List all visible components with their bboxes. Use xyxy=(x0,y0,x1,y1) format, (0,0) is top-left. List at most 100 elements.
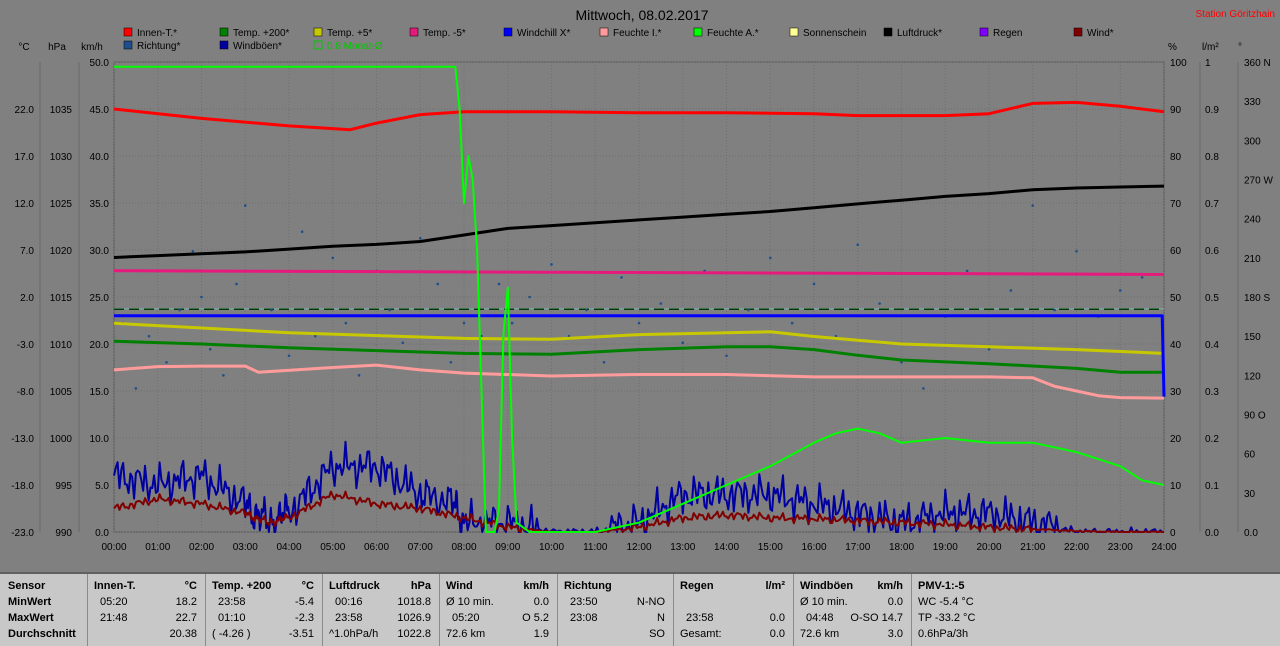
x-tick-label: 14:00 xyxy=(714,542,739,553)
cell-label: TP -33.2 °C xyxy=(918,612,976,624)
cell-value: 1.9 xyxy=(533,628,549,640)
column-title: Luftdruck xyxy=(329,580,380,592)
direction-point xyxy=(191,250,195,253)
celsius-tick-label: 7.0 xyxy=(20,246,34,257)
column-unit: hPa xyxy=(410,580,431,592)
x-tick-label: 10:00 xyxy=(539,542,564,553)
percent-tick-label: 0 xyxy=(1170,528,1176,539)
column-title: PMV-1:-5 xyxy=(918,580,965,592)
x-tick-label: 17:00 xyxy=(845,542,870,553)
table-column: Innen-T. °C 05:20 18.2 21:48 22.7 20.38 xyxy=(88,574,206,646)
table-row-labels: Sensor MinWert MaxWert Durchschnitt xyxy=(0,574,88,646)
cell-label: Ø 10 min. xyxy=(446,596,494,608)
direction-point xyxy=(965,269,969,273)
series-line-feuchte-i- xyxy=(113,363,1165,400)
column-header: Richtung xyxy=(558,578,673,594)
direction-point xyxy=(357,374,361,377)
x-tick-label: 16:00 xyxy=(801,542,826,553)
kmh-tick-label: 40.0 xyxy=(90,152,110,163)
percent-tick-label: 30 xyxy=(1170,387,1182,398)
series-line-innen-t- xyxy=(113,100,1165,132)
legend-swatch xyxy=(219,40,229,50)
legend-swatch xyxy=(123,27,133,37)
x-tick-label: 24:00 xyxy=(1151,542,1176,553)
column-unit: °C xyxy=(184,580,197,592)
table-cell-row: 04:48 O-SO 14.7 xyxy=(794,610,911,626)
hpa-tick-label: 1000 xyxy=(50,434,73,445)
percent-tick-label: 10 xyxy=(1170,481,1182,492)
direction-point xyxy=(165,360,168,364)
percent-unit: % xyxy=(1168,42,1177,53)
table-cell-row: 72.6 km 1.9 xyxy=(440,626,557,642)
cell-label: 72.6 km xyxy=(446,628,486,640)
table-cell-row: 00:16 1018.8 xyxy=(323,594,439,610)
series-line-temp-5- xyxy=(113,269,1165,276)
legend-swatch xyxy=(503,27,513,37)
row-label: MinWert xyxy=(8,596,52,608)
cell-value: 20.38 xyxy=(169,628,197,640)
kmh-tick-label: 10.0 xyxy=(90,434,110,445)
direction-point xyxy=(1031,204,1035,207)
direction-point xyxy=(222,374,225,377)
cell-label: 23:50 xyxy=(570,596,598,608)
table-column: Windböen km/h Ø 10 min. 0.0 04:48 O-SO 14.7 72… xyxy=(794,574,912,646)
direction-point xyxy=(313,334,317,338)
direction-point xyxy=(436,282,440,286)
cell-value: N-NO xyxy=(636,596,665,608)
celsius-tick-label: -13.0 xyxy=(11,434,34,445)
cell-value: O 5.2 xyxy=(522,612,549,624)
direction-point xyxy=(585,308,588,312)
x-tick-label: 08:00 xyxy=(451,542,476,553)
percent-tick-label: 90 xyxy=(1170,105,1182,116)
cell-value: 18.2 xyxy=(175,596,197,608)
celsius-tick-label: -3.0 xyxy=(17,340,35,351)
cell-value: N xyxy=(657,612,665,624)
cell-label: 05:20 xyxy=(452,612,480,624)
direction-point xyxy=(1009,289,1013,292)
cell-value: O-SO 14.7 xyxy=(850,612,903,624)
table-cell-row: TP -33.2 °C xyxy=(912,610,1032,626)
direction-point xyxy=(287,354,291,358)
column-title: Windböen xyxy=(800,580,854,592)
table-cell-row: 23:58 1026.9 xyxy=(323,610,439,626)
degree-tick-label: 150 xyxy=(1244,332,1261,343)
cell-label: 23:58 xyxy=(335,612,363,624)
kmh-tick-label: 50.0 xyxy=(90,58,110,69)
column-header: Wind km/h xyxy=(440,578,557,594)
direction-point xyxy=(418,236,422,240)
column-unit: l/m² xyxy=(765,580,785,592)
degree-tick-label: 60 xyxy=(1244,450,1256,461)
legend-swatch xyxy=(219,27,229,37)
column-unit: km/h xyxy=(877,580,903,592)
weather-chart: Mittwoch, 08.02.2017 Station Göritzhain … xyxy=(11,7,1275,553)
legend-label: Temp. -5* xyxy=(423,28,466,39)
table-cell-row: SO xyxy=(558,626,673,642)
direction-point xyxy=(878,302,881,305)
axes: 00:00 01:00 02:00 03:00 04:00 05:00 06:00 07:00… xyxy=(11,58,1273,553)
direction-point xyxy=(235,282,238,286)
cell-value: -2.3 xyxy=(295,612,314,624)
legend: Innen-T.* Temp. +200* Temp. +5* Temp. -5* Wi… xyxy=(123,27,1114,52)
cell-label: Ø 10 min. xyxy=(800,596,848,608)
column-unit: km/h xyxy=(523,580,549,592)
table-cell-row: 72.6 km 3.0 xyxy=(794,626,911,642)
kmh-tick-label: 5.0 xyxy=(95,481,109,492)
table-column: PMV-1:-5 WC -5.4 °C TP -33.2 °C 0.6hPa/3h xyxy=(912,574,1032,646)
table-cell-row: 23:08 N xyxy=(558,610,673,626)
hpa-tick-label: 995 xyxy=(55,481,72,492)
degree-tick-label: 90 O xyxy=(1244,411,1266,422)
table-column: Wind km/h Ø 10 min. 0.0 05:20 O 5.2 72.6 km 1.9 xyxy=(440,574,558,646)
cell-label: 23:08 xyxy=(570,612,598,624)
direction-point xyxy=(449,360,453,364)
table-cell-row: 23:58 -5.4 xyxy=(206,594,322,610)
legend-label: 0.8 Monat-Ø xyxy=(327,41,383,52)
table-cell-row: Gesamt: 0.0 xyxy=(674,626,793,642)
celsius-tick-label: -18.0 xyxy=(11,481,34,492)
percent-tick-label: 50 xyxy=(1170,293,1182,304)
cell-label: 21:48 xyxy=(100,612,128,624)
lm2-tick-label: 0.7 xyxy=(1205,199,1219,210)
cell-label: ( -4.26 ) xyxy=(212,628,251,640)
direction-point xyxy=(812,282,816,286)
direction-point xyxy=(134,387,138,390)
table-column: Regen l/m² 23:58 0.0 Gesamt: 0.0 xyxy=(674,574,794,646)
